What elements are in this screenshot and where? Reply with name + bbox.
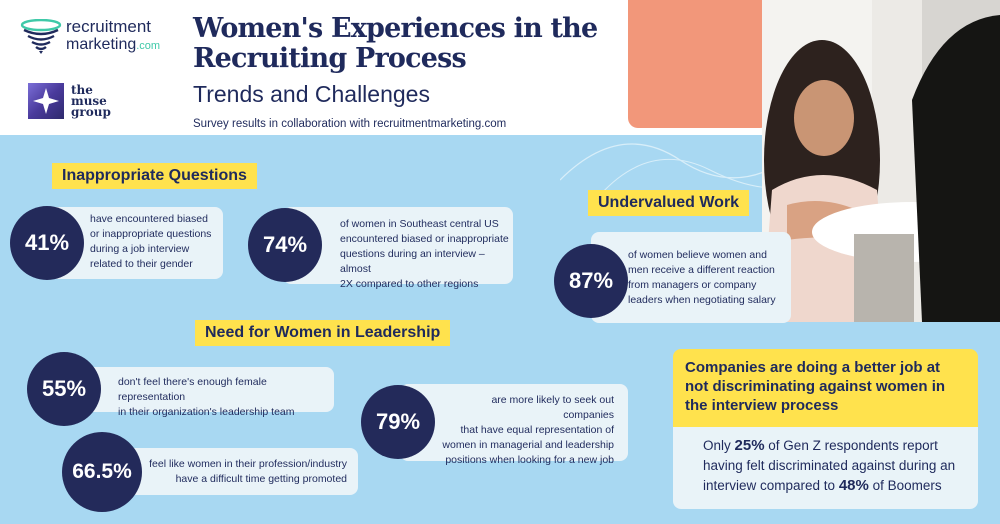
- survey-note: Survey results in collaboration with rec…: [193, 118, 507, 130]
- stat-circle-87: 87%: [554, 244, 628, 318]
- boomers-percent: 48%: [838, 477, 869, 494]
- stat-circle-74: 74%: [248, 208, 322, 282]
- page-title: Women's Experiences in the Recruiting Pr…: [193, 13, 598, 74]
- muse-star-icon: [28, 83, 64, 119]
- gen-z-percent: 25%: [734, 437, 765, 454]
- rm-logo-suffix: .com: [136, 40, 161, 52]
- muse-logo-line1: the: [71, 82, 93, 97]
- inappropriate-questions-heading: Inappropriate Questions: [52, 163, 257, 189]
- decorative-orange-block: [628, 0, 770, 128]
- callout-body: Only 25% of Gen Z respondents report hav…: [673, 427, 978, 509]
- stat-card-79: are more likely to seek out companies th…: [400, 384, 628, 466]
- stat-card-74: of women in Southeast central US encount…: [283, 207, 513, 290]
- muse-group-logo: the muse group: [28, 83, 111, 119]
- stat-circle-66-5: 66.5%: [62, 432, 142, 512]
- funnel-icon: [20, 18, 62, 54]
- women-leadership-heading: Need for Women in Leadership: [195, 320, 451, 346]
- stat-circle-79: 79%: [361, 385, 435, 459]
- stat-circle-55: 55%: [27, 352, 101, 426]
- muse-logo-line2: muse: [71, 93, 107, 108]
- undervalued-work-heading: Undervalued Work: [588, 190, 750, 216]
- page-subtitle: Trends and Challenges: [193, 81, 430, 107]
- muse-logo-line3: group: [71, 104, 111, 119]
- rm-logo-line2: marketing: [66, 36, 137, 53]
- recruitment-marketing-logo: recruitment marketing.com: [20, 18, 160, 55]
- stat-card-66-5: feel like women in their profession/indu…: [110, 448, 358, 495]
- callout-heading: Companies are doing a better job at not …: [673, 349, 978, 427]
- interview-photo: [762, 0, 1000, 322]
- rm-logo-line1: recruitment: [66, 17, 152, 36]
- stat-card-55: don't feel there's enough female represe…: [72, 367, 334, 418]
- stat-circle-41: 41%: [10, 206, 84, 280]
